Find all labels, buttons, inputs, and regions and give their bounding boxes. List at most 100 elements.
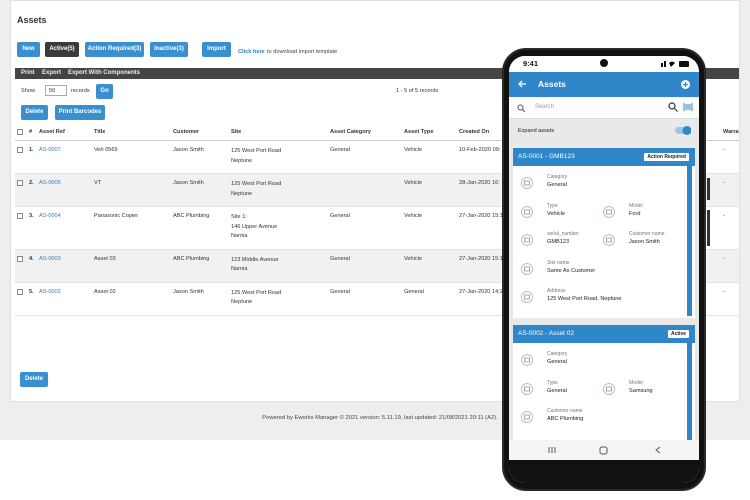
- cell: VT: [92, 173, 171, 207]
- show-label: Show: [21, 88, 35, 94]
- field-label: serial_number: [547, 231, 579, 237]
- cell: General: [328, 140, 402, 174]
- column-header[interactable]: Warranty I: [721, 126, 739, 141]
- cell: General: [328, 282, 402, 316]
- search-bar: [509, 97, 699, 119]
- column-header[interactable]: Title: [92, 126, 171, 141]
- cell: -: [721, 140, 739, 174]
- checkbox-cell: [15, 126, 27, 141]
- field-value: ABC Plumbing: [547, 416, 584, 422]
- import-link[interactable]: Click here: [238, 49, 265, 55]
- cell-line: Site 1:: [231, 214, 247, 220]
- cell: 125 West Port Road Neptune: [229, 173, 328, 207]
- go-button[interactable]: Go: [96, 84, 113, 99]
- search-icon: [668, 102, 678, 112]
- cell[interactable]: AS-0004: [37, 206, 92, 250]
- toolbar-item[interactable]: Print: [21, 70, 35, 76]
- card-title[interactable]: AS-0001 - GMB123: [518, 153, 575, 160]
- column-header[interactable]: Customer: [171, 126, 229, 141]
- toolbar-item[interactable]: Export With Components: [68, 70, 140, 76]
- action-button[interactable]: Delete: [21, 105, 48, 120]
- app-header: [509, 72, 699, 97]
- field-label: Model: [629, 202, 643, 209]
- cell: -: [721, 249, 739, 283]
- field-icon: [521, 382, 533, 395]
- cell: [328, 173, 402, 207]
- back-button: [518, 80, 526, 88]
- cell[interactable]: AS-0002: [37, 282, 92, 316]
- cell-line: 125 West Port Road: [231, 148, 282, 154]
- checkbox[interactable]: [17, 255, 23, 262]
- cell[interactable]: AS-0003: [37, 249, 92, 283]
- tab-button[interactable]: Active(5): [45, 42, 79, 57]
- field-icon: [521, 291, 533, 303]
- column-header[interactable]: Asset Ref: [37, 126, 92, 141]
- scroll-strip: [687, 166, 692, 316]
- checkbox-cell: [15, 206, 27, 250]
- checkbox[interactable]: [17, 147, 23, 153]
- field-icon: [603, 382, 615, 395]
- field-icon: [603, 234, 615, 246]
- cell: Vehicle: [402, 173, 457, 207]
- field-icon: [521, 205, 533, 218]
- cell[interactable]: AS-0007: [37, 140, 92, 174]
- nav-back: [655, 446, 661, 454]
- cell-line: Narnia: [231, 233, 248, 239]
- records-select[interactable]: 50: [45, 85, 67, 96]
- tab-button[interactable]: Inactive(3): [150, 42, 188, 57]
- field-label: Category: [547, 351, 568, 357]
- expand-toggle: [675, 126, 691, 135]
- toolbar: Print Export Export With Components: [15, 68, 739, 79]
- cell: General: [328, 249, 402, 283]
- nav-recent: [548, 447, 556, 453]
- cell: General: [328, 206, 402, 250]
- checkbox[interactable]: [17, 129, 23, 135]
- checkbox-cell: [15, 173, 27, 207]
- card-title[interactable]: AS-0002 - Asset 02: [518, 330, 575, 337]
- cell: General: [402, 282, 457, 316]
- field-label: Model: [629, 379, 643, 386]
- cell: 2.: [27, 173, 37, 207]
- cell[interactable]: AS-0005: [37, 173, 92, 207]
- field-value: 125 West Port Road, Neptune: [547, 296, 622, 302]
- search-input[interactable]: Search: [535, 104, 555, 110]
- status-time: 9:41: [523, 59, 539, 68]
- field-label: Customer name: [547, 408, 583, 414]
- nav-bar: [509, 440, 699, 460]
- column-header[interactable]: Site: [229, 126, 328, 141]
- checkbox[interactable]: [17, 180, 23, 186]
- side-button: [707, 178, 710, 200]
- tab-button[interactable]: Action Required(3): [85, 42, 144, 57]
- side-button: [707, 210, 710, 246]
- card-header: [513, 325, 695, 343]
- screen-bottom: [509, 460, 699, 483]
- cell: -: [721, 173, 739, 207]
- cell-line: Neptune: [231, 299, 253, 305]
- cell: Jason Smith: [171, 282, 229, 316]
- cell: 3.: [27, 206, 37, 250]
- column-header[interactable]: Asset Type: [402, 126, 457, 141]
- cell: 125 West Port Road Neptune: [229, 282, 328, 316]
- field-label: Customer name: [629, 231, 665, 237]
- column-header[interactable]: Asset Category: [328, 126, 402, 141]
- checkbox[interactable]: [17, 213, 23, 219]
- scroll-strip: [687, 343, 692, 483]
- import-text: to download import template: [267, 49, 338, 55]
- tab-button[interactable]: Import: [202, 42, 231, 57]
- page-title: Assets: [17, 15, 47, 25]
- cell: 4.: [27, 249, 37, 283]
- toolbar-item[interactable]: Export: [42, 70, 62, 76]
- tab-button[interactable]: New: [17, 42, 40, 57]
- cell: 123 Middle Avenue Narnia: [229, 249, 328, 283]
- cell: 5.: [27, 282, 37, 316]
- cell-line: Neptune: [231, 190, 253, 197]
- cell: Veh 0569: [92, 140, 171, 174]
- checkbox[interactable]: [17, 288, 23, 295]
- field-value: Vehicle: [547, 210, 566, 217]
- cell: Asset 02: [92, 282, 171, 316]
- delete-button[interactable]: Delete: [20, 372, 48, 387]
- field-label: Site name: [547, 259, 570, 266]
- action-button[interactable]: Print Barcodes: [55, 105, 105, 120]
- cell: Asset 03: [92, 249, 171, 283]
- column-header[interactable]: #: [27, 126, 37, 141]
